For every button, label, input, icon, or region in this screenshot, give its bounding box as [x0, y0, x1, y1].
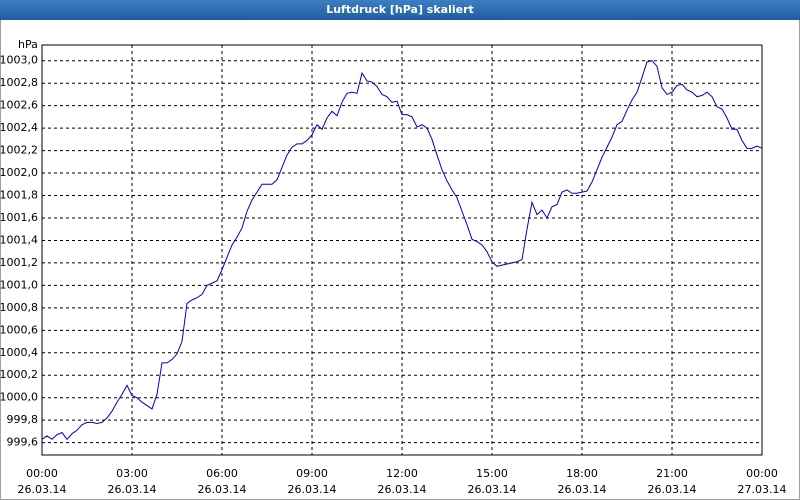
y-tick-label: 1000,2 [0, 368, 38, 381]
y-tick-label: 1002,2 [0, 144, 38, 157]
y-tick-label: 1000,6 [0, 323, 38, 336]
y-tick-label: 1002,4 [0, 121, 38, 134]
x-tick-label: 00:00 [746, 467, 778, 480]
y-tick-label: 1001,4 [0, 233, 38, 246]
x-tick-label: 06:00 [206, 467, 238, 480]
x-tick-date: 26.03.14 [468, 483, 517, 496]
y-tick-label: 1002,8 [0, 76, 38, 89]
y-tick-label: 999,8 [7, 413, 39, 426]
x-tick-label: 12:00 [386, 467, 418, 480]
y-tick-label: 999,6 [7, 436, 39, 449]
x-tick-date: 26.03.14 [288, 483, 337, 496]
title-bar [0, 0, 800, 20]
y-tick-label: 1001,8 [0, 189, 38, 202]
x-tick-date: 26.03.14 [378, 483, 427, 496]
y-tick-label: 1001,6 [0, 211, 38, 224]
chart-title: Luftdruck [hPa] skaliert [326, 3, 474, 16]
x-tick-label: 18:00 [566, 467, 598, 480]
x-tick-date: 26.03.14 [198, 483, 247, 496]
x-tick-date: 27.03.14 [738, 483, 787, 496]
y-tick-label: 1002,0 [0, 166, 38, 179]
x-tick-date: 26.03.14 [18, 483, 67, 496]
pressure-line [41, 60, 763, 441]
x-tick-label: 15:00 [476, 467, 508, 480]
x-tick-label: 00:00 [26, 467, 58, 480]
x-tick-date: 26.03.14 [558, 483, 607, 496]
y-tick-label: 1000,4 [0, 346, 38, 359]
plot-frame [41, 44, 763, 456]
x-tick-label: 09:00 [296, 467, 328, 480]
x-tick-date: 26.03.14 [648, 483, 697, 496]
y-unit: hPa [18, 38, 38, 51]
x-tick-label: 03:00 [116, 467, 148, 480]
y-tick-label: 1000,0 [0, 391, 38, 404]
y-tick-label: 1002,6 [0, 99, 38, 112]
y-tick-label: 1001,2 [0, 256, 38, 269]
x-tick-label: 21:00 [656, 467, 688, 480]
y-tick-label: 1000,8 [0, 301, 38, 314]
y-tick-label: 1001,0 [0, 278, 38, 291]
y-tick-label: 1003,0 [0, 54, 38, 67]
x-tick-date: 26.03.14 [108, 483, 157, 496]
